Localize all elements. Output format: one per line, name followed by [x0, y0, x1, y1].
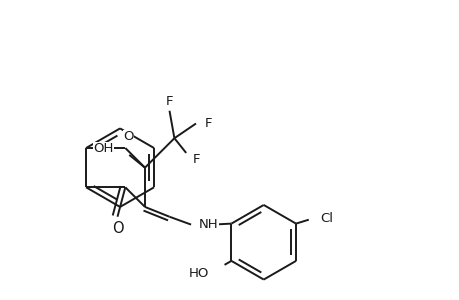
- Text: O: O: [112, 221, 123, 236]
- Text: HO: HO: [188, 267, 208, 280]
- Text: F: F: [204, 117, 212, 130]
- Text: F: F: [193, 153, 200, 166]
- Text: O: O: [123, 130, 133, 143]
- Text: NH: NH: [198, 218, 218, 231]
- Text: F: F: [165, 95, 173, 108]
- Text: Cl: Cl: [320, 212, 333, 225]
- Text: OH: OH: [93, 142, 113, 154]
